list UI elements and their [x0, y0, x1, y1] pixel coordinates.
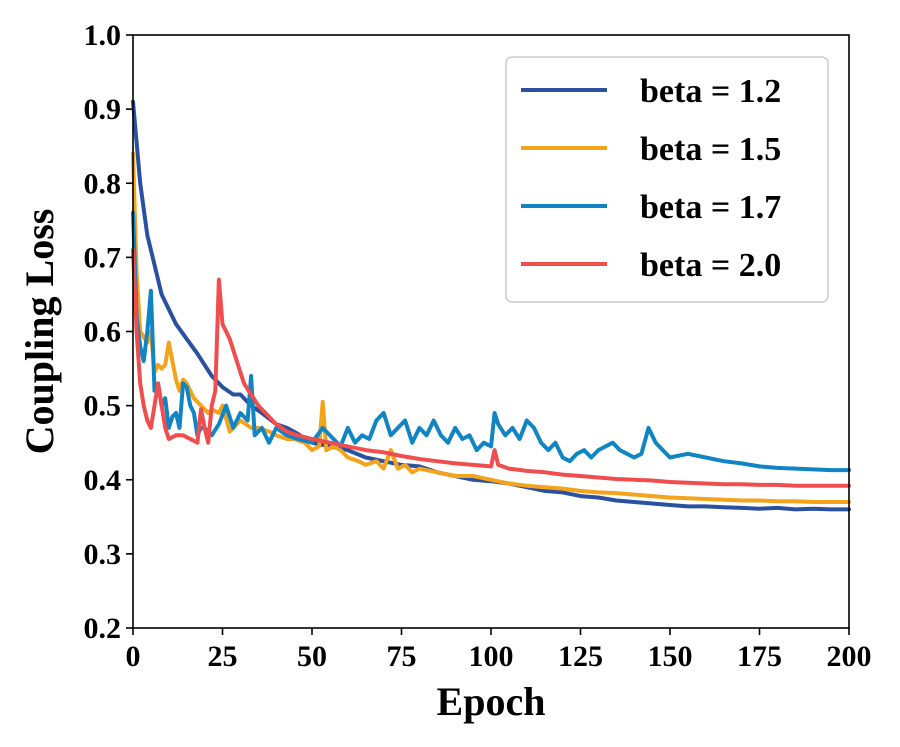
legend-label-3: beta = 1.7 — [640, 189, 781, 226]
x-axis-title: Epoch — [437, 679, 546, 724]
x-tick-label: 50 — [297, 640, 327, 673]
x-tick-label: 175 — [737, 640, 782, 673]
x-tick-label: 75 — [387, 640, 417, 673]
series-line-2 — [131, 151, 851, 504]
y-tick-label: 0.4 — [84, 464, 122, 497]
y-tick-label: 0.8 — [84, 167, 122, 200]
x-axis: 0 25 50 75 100 125 150 175 200 — [126, 628, 872, 673]
y-tick-label: 0.5 — [84, 390, 122, 423]
legend-label-2: beta = 1.5 — [640, 131, 781, 168]
y-tick-label: 0.7 — [84, 241, 122, 274]
legend-box — [505, 56, 829, 303]
y-tick-label: 0.2 — [84, 612, 122, 645]
y-tick-label: 0.3 — [84, 538, 122, 571]
y-tick-label: 1.0 — [84, 19, 122, 52]
x-tick-label: 200 — [827, 640, 872, 673]
x-tick-label: 100 — [469, 640, 514, 673]
y-axis: 0.2 0.3 0.4 0.5 0.6 0.7 0.8 0.9 1.0 — [84, 19, 133, 645]
plot-lines — [131, 99, 851, 512]
series-line-4 — [131, 248, 851, 488]
x-tick-label: 0 — [126, 640, 141, 673]
legend: beta = 1.2 beta = 1.5 beta = 1.7 beta = 2.0 — [505, 56, 829, 303]
y-axis-title: Coupling Loss — [17, 209, 62, 455]
y-tick-label: 0.9 — [84, 93, 122, 126]
legend-label-4: beta = 2.0 — [640, 247, 781, 284]
series-line-3 — [131, 210, 851, 473]
y-tick-label: 0.6 — [84, 316, 122, 349]
x-tick-label: 150 — [648, 640, 693, 673]
x-tick-label: 125 — [558, 640, 603, 673]
legend-label-1: beta = 1.2 — [640, 73, 781, 110]
x-tick-label: 25 — [208, 640, 238, 673]
series-line-1 — [131, 99, 851, 512]
